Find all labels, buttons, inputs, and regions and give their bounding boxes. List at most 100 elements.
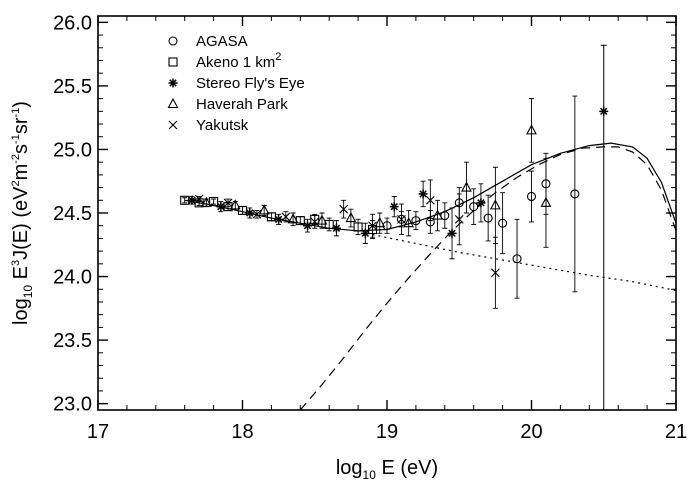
legend-label: Stereo Fly's Eye bbox=[196, 75, 305, 92]
data-point bbox=[526, 124, 537, 135]
error-bar bbox=[384, 217, 390, 234]
data-point bbox=[425, 195, 435, 205]
data-point bbox=[187, 195, 197, 205]
y-axis-label: log10 E3J(E) (eV2m-2s-1sr-1) bbox=[10, 101, 35, 325]
plot-frame bbox=[97, 15, 677, 411]
data-point bbox=[447, 228, 457, 238]
data-point bbox=[411, 216, 421, 226]
data-point bbox=[216, 202, 226, 212]
data-point bbox=[209, 197, 219, 207]
legend-label: Yakutsk bbox=[196, 117, 249, 134]
data-point bbox=[316, 214, 328, 225]
data-point bbox=[360, 228, 370, 238]
data-point bbox=[223, 198, 233, 208]
data-point bbox=[287, 213, 299, 224]
data-point bbox=[258, 204, 270, 215]
x-tick-label: 20 bbox=[520, 421, 542, 443]
x-tick-label: 17 bbox=[87, 421, 109, 443]
y-tick-label: 24.0 bbox=[53, 267, 92, 289]
series-yakutsk bbox=[194, 179, 500, 309]
error-bar bbox=[240, 206, 245, 215]
data-point bbox=[483, 213, 493, 223]
data-point bbox=[476, 198, 486, 208]
legend-label: AGASA bbox=[196, 33, 248, 50]
y-tick-label: 24.5 bbox=[53, 203, 92, 225]
data-point bbox=[498, 218, 508, 228]
legend-label: Akeno 1 km2 bbox=[196, 51, 281, 71]
legend-marker bbox=[168, 36, 178, 46]
data-point bbox=[489, 199, 501, 210]
data-point bbox=[310, 217, 320, 227]
data-point bbox=[512, 254, 522, 264]
data-point bbox=[526, 191, 537, 202]
data-point bbox=[418, 189, 428, 199]
data-point bbox=[469, 202, 479, 212]
legend-item-yakutsk: Yakutsk bbox=[168, 117, 249, 134]
x-axis-label: log10 E (eV) bbox=[336, 457, 438, 481]
error-bar bbox=[413, 211, 419, 230]
error-bar bbox=[268, 212, 274, 222]
data-point bbox=[281, 212, 291, 222]
legend-marker bbox=[168, 57, 178, 67]
data-point bbox=[540, 196, 552, 207]
data-point bbox=[194, 194, 204, 204]
data-point bbox=[245, 208, 255, 218]
data-point bbox=[490, 268, 500, 278]
legend-marker bbox=[167, 97, 179, 109]
error-bar bbox=[492, 166, 498, 244]
data-point bbox=[570, 189, 580, 199]
data-point bbox=[397, 214, 406, 224]
data-point bbox=[339, 204, 349, 214]
axes: 17 18 19 20 21 23.0 23.5 24.0 24.5 25.0 25.5 26.0 lo… bbox=[10, 12, 687, 481]
error-bar bbox=[355, 218, 361, 236]
error-bar bbox=[442, 202, 448, 229]
legend-item-stereo: Stereo Fly's Eye bbox=[168, 75, 305, 92]
x-tick-label: 19 bbox=[376, 421, 398, 443]
error-bar bbox=[572, 95, 578, 293]
data-point bbox=[389, 202, 399, 212]
data-point bbox=[403, 216, 415, 228]
x-tick-label: 18 bbox=[231, 421, 253, 443]
legend-item-agasa: AGASA bbox=[168, 33, 248, 50]
data-point bbox=[382, 221, 392, 231]
error-bar bbox=[529, 98, 534, 163]
error-bar bbox=[543, 157, 549, 248]
data-point bbox=[454, 214, 464, 224]
error-bar bbox=[463, 161, 469, 214]
y-tick-label: 25.0 bbox=[53, 139, 92, 161]
data-point bbox=[331, 223, 341, 233]
data-point bbox=[274, 214, 284, 224]
data-point bbox=[461, 181, 472, 192]
legend-item-akeno: Akeno 1 km2 bbox=[168, 51, 281, 71]
legend-marker bbox=[168, 78, 178, 88]
data-point bbox=[200, 196, 212, 207]
error-bar bbox=[211, 198, 217, 205]
error-bar bbox=[485, 194, 491, 242]
series-haverah bbox=[200, 98, 552, 248]
error-bar bbox=[406, 210, 412, 237]
y-tick-label: 25.5 bbox=[53, 76, 92, 98]
legend-item-haverah: Haverah Park bbox=[167, 96, 288, 113]
data-point bbox=[303, 221, 313, 231]
curve-dotted bbox=[372, 234, 677, 292]
data-point bbox=[252, 209, 262, 219]
error-bar bbox=[514, 218, 520, 299]
data-point bbox=[368, 221, 377, 231]
x-tick-label: 21 bbox=[665, 421, 687, 443]
legend-label: Haverah Park bbox=[196, 96, 288, 113]
data-point bbox=[432, 209, 443, 220]
error-bar bbox=[348, 208, 354, 228]
series-stereo bbox=[187, 106, 609, 260]
y-tick-label: 23.0 bbox=[53, 394, 92, 416]
error-bar bbox=[471, 188, 477, 225]
error-bar bbox=[500, 192, 506, 255]
error-bar bbox=[529, 170, 534, 223]
error-bar-highest-energy bbox=[600, 44, 607, 410]
data-point bbox=[374, 216, 386, 228]
data-point bbox=[353, 222, 363, 232]
y-tick-label: 23.5 bbox=[53, 330, 92, 352]
data-points bbox=[180, 44, 609, 410]
data-point bbox=[345, 211, 357, 223]
